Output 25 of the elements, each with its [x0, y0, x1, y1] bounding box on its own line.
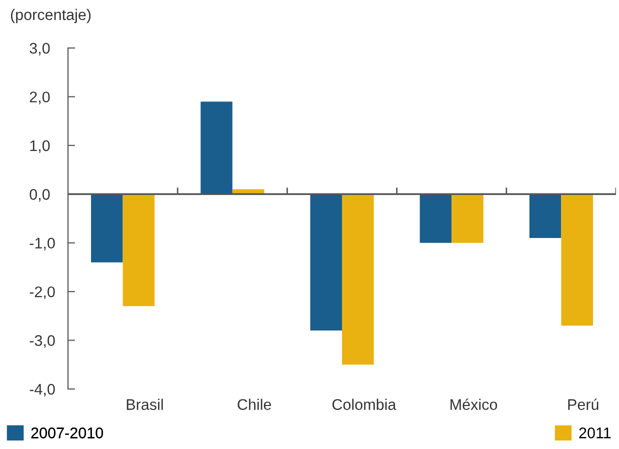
bar [452, 194, 484, 243]
bar [561, 194, 593, 326]
legend-label: 2011 [579, 428, 611, 438]
x-tick-label: Chile [238, 398, 272, 410]
y-tick-label: -3,0 [30, 335, 55, 348]
x-tick-label: México [450, 398, 498, 410]
y-tick-label: 3,0 [30, 42, 50, 56]
bar [310, 194, 342, 331]
bar [200, 102, 232, 194]
x-tick-label: Colombia [332, 398, 396, 410]
y-tick-label: 0,0 [30, 189, 50, 202]
bar [91, 194, 123, 262]
bar [122, 194, 155, 306]
x-tick-label: Perú [568, 398, 598, 410]
y-tick-label: -1,0 [30, 238, 55, 250]
y-tick-label: -2,0 [30, 286, 55, 300]
y-tick-label: 1,0 [30, 140, 50, 153]
bar [420, 194, 452, 243]
legend-label: 2007-2010 [31, 428, 104, 438]
bar [529, 194, 562, 238]
bar [342, 194, 374, 365]
x-tick-label: Brasil [126, 398, 163, 410]
y-tick-label: -4,0 [30, 384, 55, 396]
y-axis-title: (porcentaje) [10, 8, 91, 24]
y-tick-label: 2,0 [30, 92, 50, 104]
